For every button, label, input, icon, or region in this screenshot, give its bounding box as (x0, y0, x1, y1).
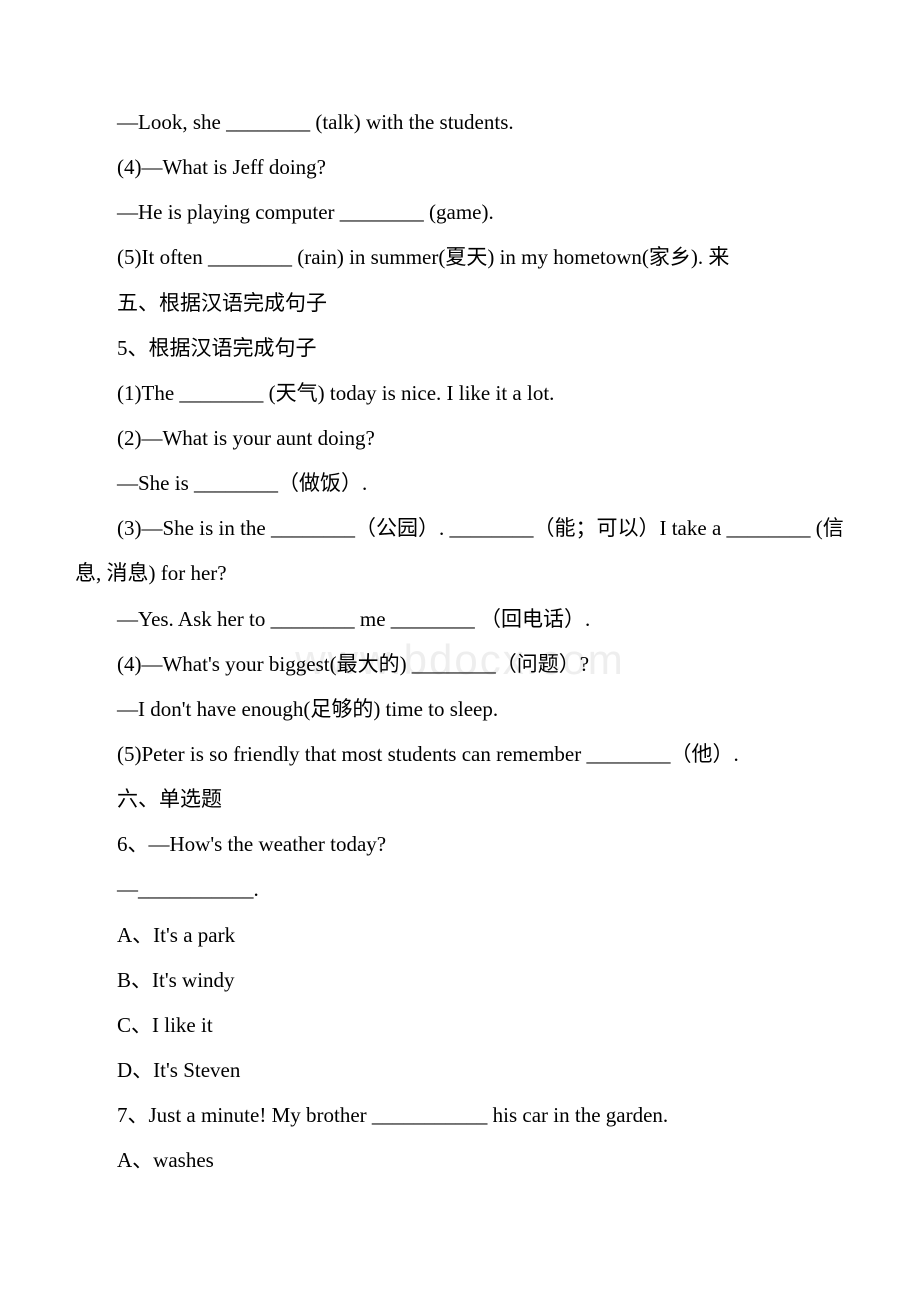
option-a: A、washes (75, 1138, 845, 1183)
exercise-line: —He is playing computer ________ (game). (75, 190, 845, 235)
exercise-line: (4)—What's your biggest(最大的) ________（问题… (75, 642, 845, 687)
exercise-line: (2)—What is your aunt doing? (75, 416, 845, 461)
exercise-line: (1)The ________ (天气) today is nice. I li… (75, 371, 845, 416)
exercise-line: —I don't have enough(足够的) time to sleep. (75, 687, 845, 732)
option-d: D、It's Steven (75, 1048, 845, 1093)
exercise-line: —Look, she ________ (talk) with the stud… (75, 100, 845, 145)
section-heading: 六、单选题 (75, 777, 845, 822)
exercise-line: —___________. (75, 867, 845, 912)
section-heading: 5、根据汉语完成句子 (75, 326, 845, 371)
option-c: C、I like it (75, 1003, 845, 1048)
section-heading: 五、根据汉语完成句子 (75, 281, 845, 326)
exercise-line: (3)—She is in the ________（公园）. ________… (75, 506, 845, 596)
exercise-line: (4)—What is Jeff doing? (75, 145, 845, 190)
option-a: A、It's a park (75, 913, 845, 958)
exercise-line: (5)Peter is so friendly that most studen… (75, 732, 845, 777)
exercise-line: 6、—How's the weather today? (75, 822, 845, 867)
exercise-line: 7、Just a minute! My brother ___________ … (75, 1093, 845, 1138)
exercise-line: —She is ________（做饭）. (75, 461, 845, 506)
exercise-line: (5)It often ________ (rain) in summer(夏天… (75, 235, 845, 280)
exercise-line: —Yes. Ask her to ________ me ________ （回… (75, 597, 845, 642)
option-b: B、It's windy (75, 958, 845, 1003)
